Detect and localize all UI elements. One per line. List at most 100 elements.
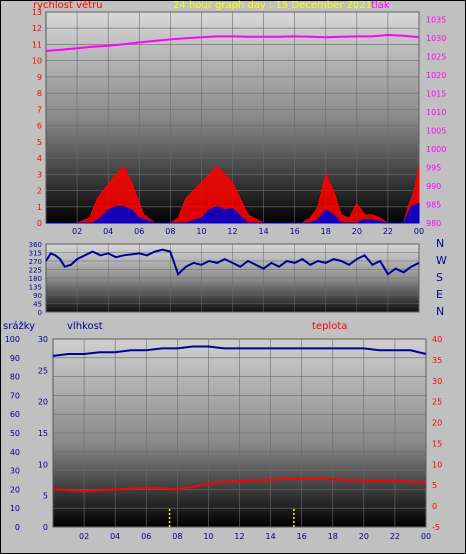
wind-tick-label: 7 — [37, 105, 42, 114]
time-tick-label: 10 — [203, 532, 213, 541]
direction-tick-label: 360 — [29, 241, 42, 249]
time-tick-label: 16 — [290, 227, 300, 236]
time-tick-label: 12 — [227, 227, 237, 236]
time-tick-label: 08 — [172, 532, 182, 541]
temperature-tick-label: 40 — [432, 335, 442, 344]
wind-speed-area — [46, 165, 420, 224]
temperature-tick-label: 10 — [432, 460, 442, 469]
time-tick-label: 00 — [421, 532, 431, 541]
time-tick-label: 04 — [110, 532, 120, 541]
temperature-tick-label: 0 — [432, 502, 437, 511]
humidity-pct-tick-label: 10 — [10, 504, 20, 513]
wind-tick-label: 9 — [37, 73, 42, 82]
humidity-pct-tick-label: 50 — [10, 429, 20, 438]
rain-tick-label: 10 — [38, 460, 48, 469]
compass-e: E — [436, 288, 443, 301]
humidity-pct-tick-label: 30 — [10, 467, 20, 476]
time-tick-label: 22 — [390, 532, 400, 541]
time-tick-label: 20 — [359, 532, 369, 541]
time-tick-label: 16 — [297, 532, 307, 541]
wind-secondary-area — [46, 202, 420, 224]
pressure-tick-label: 1000 — [426, 145, 446, 154]
time-tick-label: 14 — [258, 227, 268, 236]
wind-tick-label: 10 — [32, 57, 42, 66]
wind-axis-title: rychlost větru — [33, 0, 103, 11]
pressure-tick-label: 980 — [426, 219, 441, 228]
wind-tick-label: 5 — [37, 138, 42, 147]
humidity-pct-tick-label: 70 — [10, 391, 20, 400]
humidity-pct-tick-label: 40 — [10, 448, 20, 457]
time-tick-label: 18 — [328, 532, 338, 541]
time-tick-label: 20 — [352, 227, 362, 236]
humidity-pct-tick-label: 20 — [10, 485, 20, 494]
time-tick-label: 06 — [134, 227, 144, 236]
humidity-pct-tick-label: 60 — [10, 410, 20, 419]
temperature-tick-label: 35 — [432, 356, 442, 365]
time-tick-label: 10 — [196, 227, 206, 236]
direction-tick-label: 45 — [33, 301, 42, 309]
pressure-tick-label: 1005 — [426, 126, 446, 135]
wind-tick-label: 6 — [37, 122, 42, 131]
time-tick-label: 22 — [383, 227, 393, 236]
compass-w: W — [436, 254, 447, 267]
temperature-tick-label: 15 — [432, 439, 442, 448]
direction-tick-label: 180 — [29, 275, 42, 283]
rain-tick-label: 25 — [38, 366, 48, 375]
pressure-line — [45, 33, 420, 52]
temperature-tick-label: 20 — [432, 419, 442, 428]
pressure-tick-label: 990 — [426, 182, 441, 191]
chart-title: 24 hour graph day : 15 December 2021 — [173, 0, 372, 11]
temperature-tick-label: 30 — [432, 377, 442, 386]
time-tick-label: 00 — [414, 227, 424, 236]
pressure-tick-label: 985 — [426, 200, 441, 209]
wind-tick-label: 0 — [37, 219, 42, 228]
time-tick-label: 18 — [321, 227, 331, 236]
humidity-axis-title: vlhkost — [67, 321, 103, 332]
rain-tick-label: 30 — [38, 335, 48, 344]
time-tick-label: 14 — [265, 532, 275, 541]
temperature-tick-label: 25 — [432, 398, 442, 407]
humidity-line — [52, 345, 427, 357]
compass-n-top: N — [436, 237, 445, 250]
time-tick-label: 04 — [103, 227, 113, 236]
wind-tick-label: 4 — [37, 154, 42, 163]
pressure-tick-label: 1030 — [426, 34, 446, 43]
wind-tick-label: 1 — [37, 203, 42, 212]
rain-tick-label: 5 — [43, 492, 48, 501]
pressure-tick-label: 1020 — [426, 71, 446, 80]
direction-tick-label: 135 — [29, 284, 42, 292]
pressure-axis-title: tlak — [371, 0, 390, 11]
direction-tick-label: 270 — [29, 258, 42, 266]
pressure-tick-label: 1015 — [426, 89, 446, 98]
compass-s: S — [436, 271, 443, 284]
temperature-axis-title: teplota — [312, 321, 348, 332]
time-tick-label: 08 — [165, 227, 175, 236]
humidity-pct-tick-label: 80 — [10, 373, 20, 382]
temperature-tick-label: 5 — [432, 481, 437, 490]
direction-tick-label: 315 — [29, 250, 42, 258]
time-tick-label: 12 — [234, 532, 244, 541]
time-tick-label: 02 — [79, 532, 89, 541]
time-tick-label: 06 — [141, 532, 151, 541]
wind-tick-label: 3 — [37, 170, 42, 179]
temperature-tick-label: -5 — [432, 523, 440, 532]
compass-n-bottom: N — [436, 305, 445, 318]
pressure-tick-label: 1025 — [426, 52, 446, 61]
time-tick-label: 02 — [72, 227, 82, 236]
temperature-line — [52, 477, 427, 493]
rain-tick-label: 15 — [38, 429, 48, 438]
wind-tick-label: 13 — [32, 8, 42, 17]
pressure-tick-label: 1010 — [426, 108, 446, 117]
rain-axis-title: srážky — [3, 321, 36, 332]
direction-tick-label: 90 — [33, 292, 42, 300]
wind-tick-label: 8 — [37, 89, 42, 98]
rain-tick-label: 0 — [43, 523, 48, 532]
direction-tick-label: 225 — [29, 267, 42, 275]
pressure-tick-label: 1035 — [426, 15, 446, 24]
direction-tick-label: 0 — [38, 309, 42, 317]
humidity-pct-tick-label: 0 — [15, 523, 20, 532]
pressure-tick-label: 995 — [426, 163, 441, 172]
rain-tick-label: 20 — [38, 398, 48, 407]
wind-tick-label: 12 — [32, 24, 42, 33]
